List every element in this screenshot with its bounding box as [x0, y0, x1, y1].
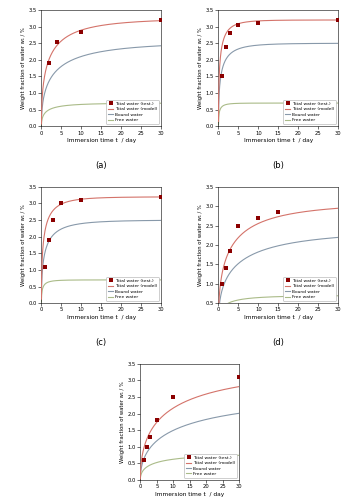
- Point: [51, 216, 56, 224]
- X-axis label: Immersion time t  / day: Immersion time t / day: [244, 138, 313, 143]
- Point: [59, 200, 64, 207]
- Point: [276, 208, 281, 216]
- Point: [220, 72, 225, 80]
- Text: (a): (a): [96, 161, 107, 170]
- X-axis label: Immersion time t  / day: Immersion time t / day: [244, 315, 313, 320]
- Point: [47, 59, 52, 67]
- Legend: Total water (test.), Total water (model), Bound water, Free water: Total water (test.), Total water (model)…: [106, 277, 159, 301]
- X-axis label: Immersion time t  / day: Immersion time t / day: [155, 492, 224, 497]
- Point: [224, 264, 229, 272]
- Point: [79, 196, 84, 204]
- Point: [79, 28, 84, 36]
- Legend: Total water (test.), Total water (model), Bound water, Free water: Total water (test.), Total water (model)…: [184, 454, 237, 478]
- Point: [170, 393, 176, 401]
- Point: [55, 38, 60, 46]
- Point: [236, 222, 241, 230]
- Point: [147, 433, 153, 441]
- Legend: Total water (test.), Total water (model), Bound water, Free water: Total water (test.), Total water (model)…: [106, 100, 159, 124]
- Point: [256, 20, 261, 28]
- Point: [228, 30, 233, 38]
- Point: [158, 193, 164, 201]
- Point: [256, 214, 261, 222]
- Y-axis label: Weight fraction of water w₁ / %: Weight fraction of water w₁ / %: [198, 28, 203, 109]
- Point: [220, 280, 225, 288]
- X-axis label: Immersion time t  / day: Immersion time t / day: [67, 138, 136, 143]
- Text: (d): (d): [272, 338, 284, 347]
- Point: [47, 236, 52, 244]
- X-axis label: Immersion time t  / day: Immersion time t / day: [67, 315, 136, 320]
- Point: [224, 42, 229, 50]
- Legend: Total water (test.), Total water (model), Bound water, Free water: Total water (test.), Total water (model)…: [283, 100, 336, 124]
- Y-axis label: Weight fraction of water w₁ / %: Weight fraction of water w₁ / %: [198, 204, 203, 286]
- Point: [43, 262, 48, 270]
- Text: (b): (b): [272, 161, 284, 170]
- Point: [335, 16, 341, 24]
- Point: [144, 443, 150, 451]
- Legend: Total water (test.), Total water (model), Bound water, Free water: Total water (test.), Total water (model)…: [283, 277, 336, 301]
- Y-axis label: Weight fraction of water w₁ / %: Weight fraction of water w₁ / %: [21, 204, 26, 286]
- Text: (c): (c): [96, 338, 107, 347]
- Point: [228, 247, 233, 255]
- Y-axis label: Weight fraction of water w₁ / %: Weight fraction of water w₁ / %: [21, 28, 26, 109]
- Y-axis label: Weight fraction of water w₁ / %: Weight fraction of water w₁ / %: [120, 381, 125, 462]
- Point: [236, 373, 242, 381]
- Point: [158, 16, 164, 24]
- Point: [236, 21, 241, 29]
- Point: [154, 416, 159, 424]
- Point: [141, 456, 146, 464]
